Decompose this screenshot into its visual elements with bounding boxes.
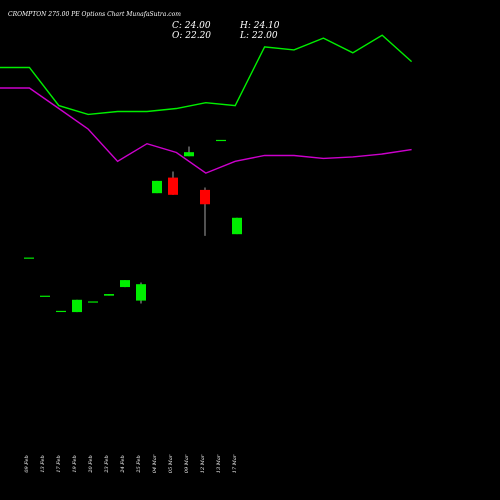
tick-label-6: 23 Feb (104, 455, 110, 473)
tick-label-8: 25 Feb (136, 455, 142, 473)
overlay-line-1 (0, 34, 413, 116)
tick-label-12: 12 Mar (200, 454, 206, 473)
tick-label-9: 04 Mar (152, 454, 158, 473)
candle-body-10 (168, 177, 178, 195)
candle-body-4 (72, 299, 82, 313)
tick-label-10: 05 Mar (168, 454, 174, 473)
candle-body-2 (40, 295, 50, 297)
tick-label-5: 20 Feb (88, 455, 94, 473)
candle-body-1 (24, 257, 34, 259)
candle-body-13 (216, 139, 226, 142)
high-label: H: 24.10 (239, 21, 280, 31)
candle-body-14 (232, 217, 242, 235)
candle-body-3 (56, 310, 66, 313)
candle-body-6 (104, 294, 114, 296)
candle-body-12 (200, 189, 210, 205)
tick-label-4: 19 Feb (72, 455, 78, 472)
tick-label-7: 24 Feb (120, 455, 126, 473)
candle-body-8 (136, 284, 146, 301)
x-axis-ticks: 09 Feb 13 Feb 17 Feb 19 Feb 20 Feb 23 Feb 24 F… (24, 454, 238, 473)
tick-label-11: 09 Mar (184, 454, 190, 473)
low-label: L: 22.00 (239, 31, 278, 41)
candles (24, 139, 242, 313)
chart-title: CROMPTON 275.00 PE Options Chart MunafaS… (8, 11, 181, 18)
overlay-line-2 (0, 87, 412, 174)
close-label: C: 24.00 (172, 21, 211, 31)
overlay-lines (0, 34, 413, 174)
tick-label-1: 09 Feb (24, 455, 30, 472)
candle-body-9 (152, 180, 162, 194)
tick-label-14: 17 Mar (232, 454, 238, 473)
candle-body-7 (120, 280, 130, 288)
tick-label-13: 13 Mar (216, 454, 222, 473)
candle-body-5 (88, 301, 98, 303)
tick-label-3: 17 Feb (56, 455, 62, 472)
open-label: O: 22.20 (172, 31, 211, 41)
tick-label-2: 13 Feb (40, 455, 46, 472)
candle-body-11 (184, 152, 194, 157)
